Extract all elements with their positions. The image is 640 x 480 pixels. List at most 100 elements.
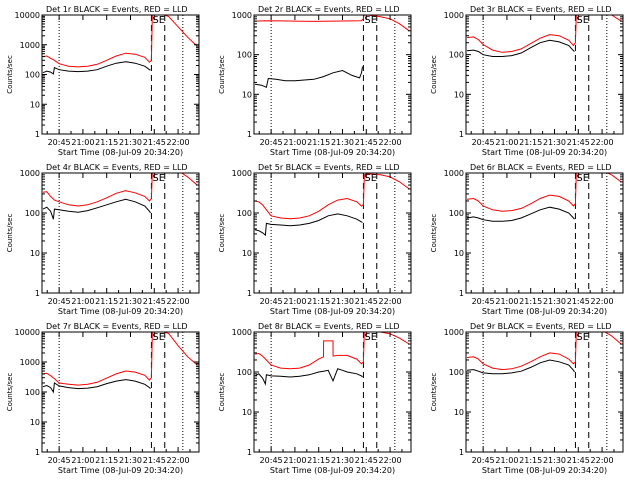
y-tick-label: 10 xyxy=(242,90,252,99)
x-tick-label: 20:45 xyxy=(260,297,283,306)
y-tick-label: 1 xyxy=(459,448,464,457)
x-tick-label: 21:15 xyxy=(519,138,542,147)
x-tick-label: 20:45 xyxy=(472,297,495,306)
x-tick-label: 21:45 xyxy=(567,456,590,465)
y-tick-label: 100 xyxy=(237,51,252,60)
se-marker-label: SE xyxy=(364,332,377,343)
x-tick-label: 21:00 xyxy=(283,138,306,147)
y-tick-label: 1 xyxy=(459,130,464,139)
panel-title: Det 1r BLACK = Events, RED = LLD xyxy=(46,5,188,14)
panel-title: Det 6r BLACK = Events, RED = LLD xyxy=(470,163,612,172)
y-tick-label: 1000 xyxy=(444,11,464,20)
x-tick-label: 21:00 xyxy=(495,138,518,147)
x-tick-label: 21:00 xyxy=(71,456,94,465)
x-tick-label: 20:45 xyxy=(260,138,283,147)
y-tick-label: 1 xyxy=(35,130,40,139)
x-tick-label: 21:30 xyxy=(543,297,566,306)
lld-series-line xyxy=(254,332,410,370)
panel-title: Det 2r BLACK = Events, RED = LLD xyxy=(258,5,400,14)
x-tick-label: 21:30 xyxy=(119,138,142,147)
x-tick-label: 20:45 xyxy=(48,138,71,147)
x-tick-label: 22:00 xyxy=(591,297,614,306)
plot-frame xyxy=(41,172,200,294)
x-tick-label: 21:45 xyxy=(143,138,166,147)
plot-frame xyxy=(253,331,412,453)
events-series-line xyxy=(42,379,151,394)
panel-title: Det 4r BLACK = Events, RED = LLD xyxy=(46,163,188,172)
y-tick-label: 1000 xyxy=(20,41,40,50)
plot-frame xyxy=(253,14,412,135)
events-series-line xyxy=(466,359,575,375)
y-tick-label: 10 xyxy=(454,249,464,258)
y-tick-label: 100 xyxy=(449,209,464,218)
y-tick-label: 1000 xyxy=(444,169,464,178)
y-axis-title: Counts/sec xyxy=(430,55,438,94)
plot-frame xyxy=(465,331,624,453)
events-series-line xyxy=(42,198,151,220)
x-tick-label: 20:45 xyxy=(472,138,495,147)
lld-series-line xyxy=(42,15,198,68)
x-tick-label: 21:30 xyxy=(543,456,566,465)
y-tick-label: 1000 xyxy=(232,11,252,20)
x-tick-label: 21:30 xyxy=(331,297,354,306)
x-axis-title: Start Time (08-Jul-09 20:34:20) xyxy=(482,307,607,316)
y-axis-title: Counts/sec xyxy=(218,55,226,94)
x-tick-label: 22:00 xyxy=(167,456,190,465)
y-tick-label: 1 xyxy=(247,289,252,298)
se-marker-label: SE xyxy=(576,173,589,184)
lld-series-line xyxy=(42,332,198,386)
events-series-line xyxy=(254,368,363,386)
y-tick-label: 100 xyxy=(25,209,40,218)
x-axis-title: Start Time (08-Jul-09 20:34:20) xyxy=(58,307,183,316)
lld-series-line xyxy=(466,15,622,53)
events-series-line xyxy=(466,206,575,222)
events-series-line xyxy=(254,213,363,237)
y-axis-title: Counts/sec xyxy=(430,214,438,253)
y-tick-label: 100 xyxy=(449,368,464,377)
x-tick-label: 21:15 xyxy=(519,456,542,465)
plot-frame xyxy=(465,172,624,294)
events-series-line xyxy=(466,39,575,57)
x-tick-label: 21:15 xyxy=(95,297,118,306)
x-tick-label: 21:45 xyxy=(143,297,166,306)
x-tick-label: 21:30 xyxy=(119,297,142,306)
x-axis-title: Start Time (08-Jul-09 20:34:20) xyxy=(270,466,395,475)
x-tick-label: 21:15 xyxy=(95,456,118,465)
x-tick-label: 21:15 xyxy=(307,138,330,147)
y-tick-label: 10000 xyxy=(15,328,40,337)
x-tick-label: 21:30 xyxy=(119,456,142,465)
panel-title: Det 5r BLACK = Events, RED = LLD xyxy=(258,163,400,172)
se-marker-label: SE xyxy=(364,173,377,184)
x-tick-label: 22:00 xyxy=(379,138,402,147)
y-tick-label: 10 xyxy=(454,408,464,417)
x-tick-label: 20:45 xyxy=(472,456,495,465)
x-tick-label: 21:45 xyxy=(567,297,590,306)
x-tick-label: 22:00 xyxy=(591,456,614,465)
events-series-line xyxy=(254,66,363,89)
x-axis-title: Start Time (08-Jul-09 20:34:20) xyxy=(270,307,395,316)
y-tick-label: 10 xyxy=(454,90,464,99)
x-tick-label: 20:45 xyxy=(260,456,283,465)
x-axis-title: Start Time (08-Jul-09 20:34:20) xyxy=(482,148,607,157)
x-tick-label: 20:45 xyxy=(48,456,71,465)
se-marker-label: SE xyxy=(152,173,165,184)
x-tick-label: 21:00 xyxy=(283,297,306,306)
x-tick-label: 21:30 xyxy=(331,456,354,465)
y-tick-label: 100 xyxy=(237,368,252,377)
y-axis-title: Counts/sec xyxy=(6,373,14,412)
panel-title: Det 9r BLACK = Events, RED = LLD xyxy=(470,322,612,331)
y-tick-label: 1 xyxy=(459,289,464,298)
x-tick-label: 21:00 xyxy=(71,297,94,306)
y-tick-label: 1000 xyxy=(20,358,40,367)
y-tick-label: 1000 xyxy=(444,328,464,337)
panel-title: Det 3r BLACK = Events, RED = LLD xyxy=(470,5,612,14)
plot-frame xyxy=(41,331,200,453)
x-tick-label: 21:15 xyxy=(519,297,542,306)
